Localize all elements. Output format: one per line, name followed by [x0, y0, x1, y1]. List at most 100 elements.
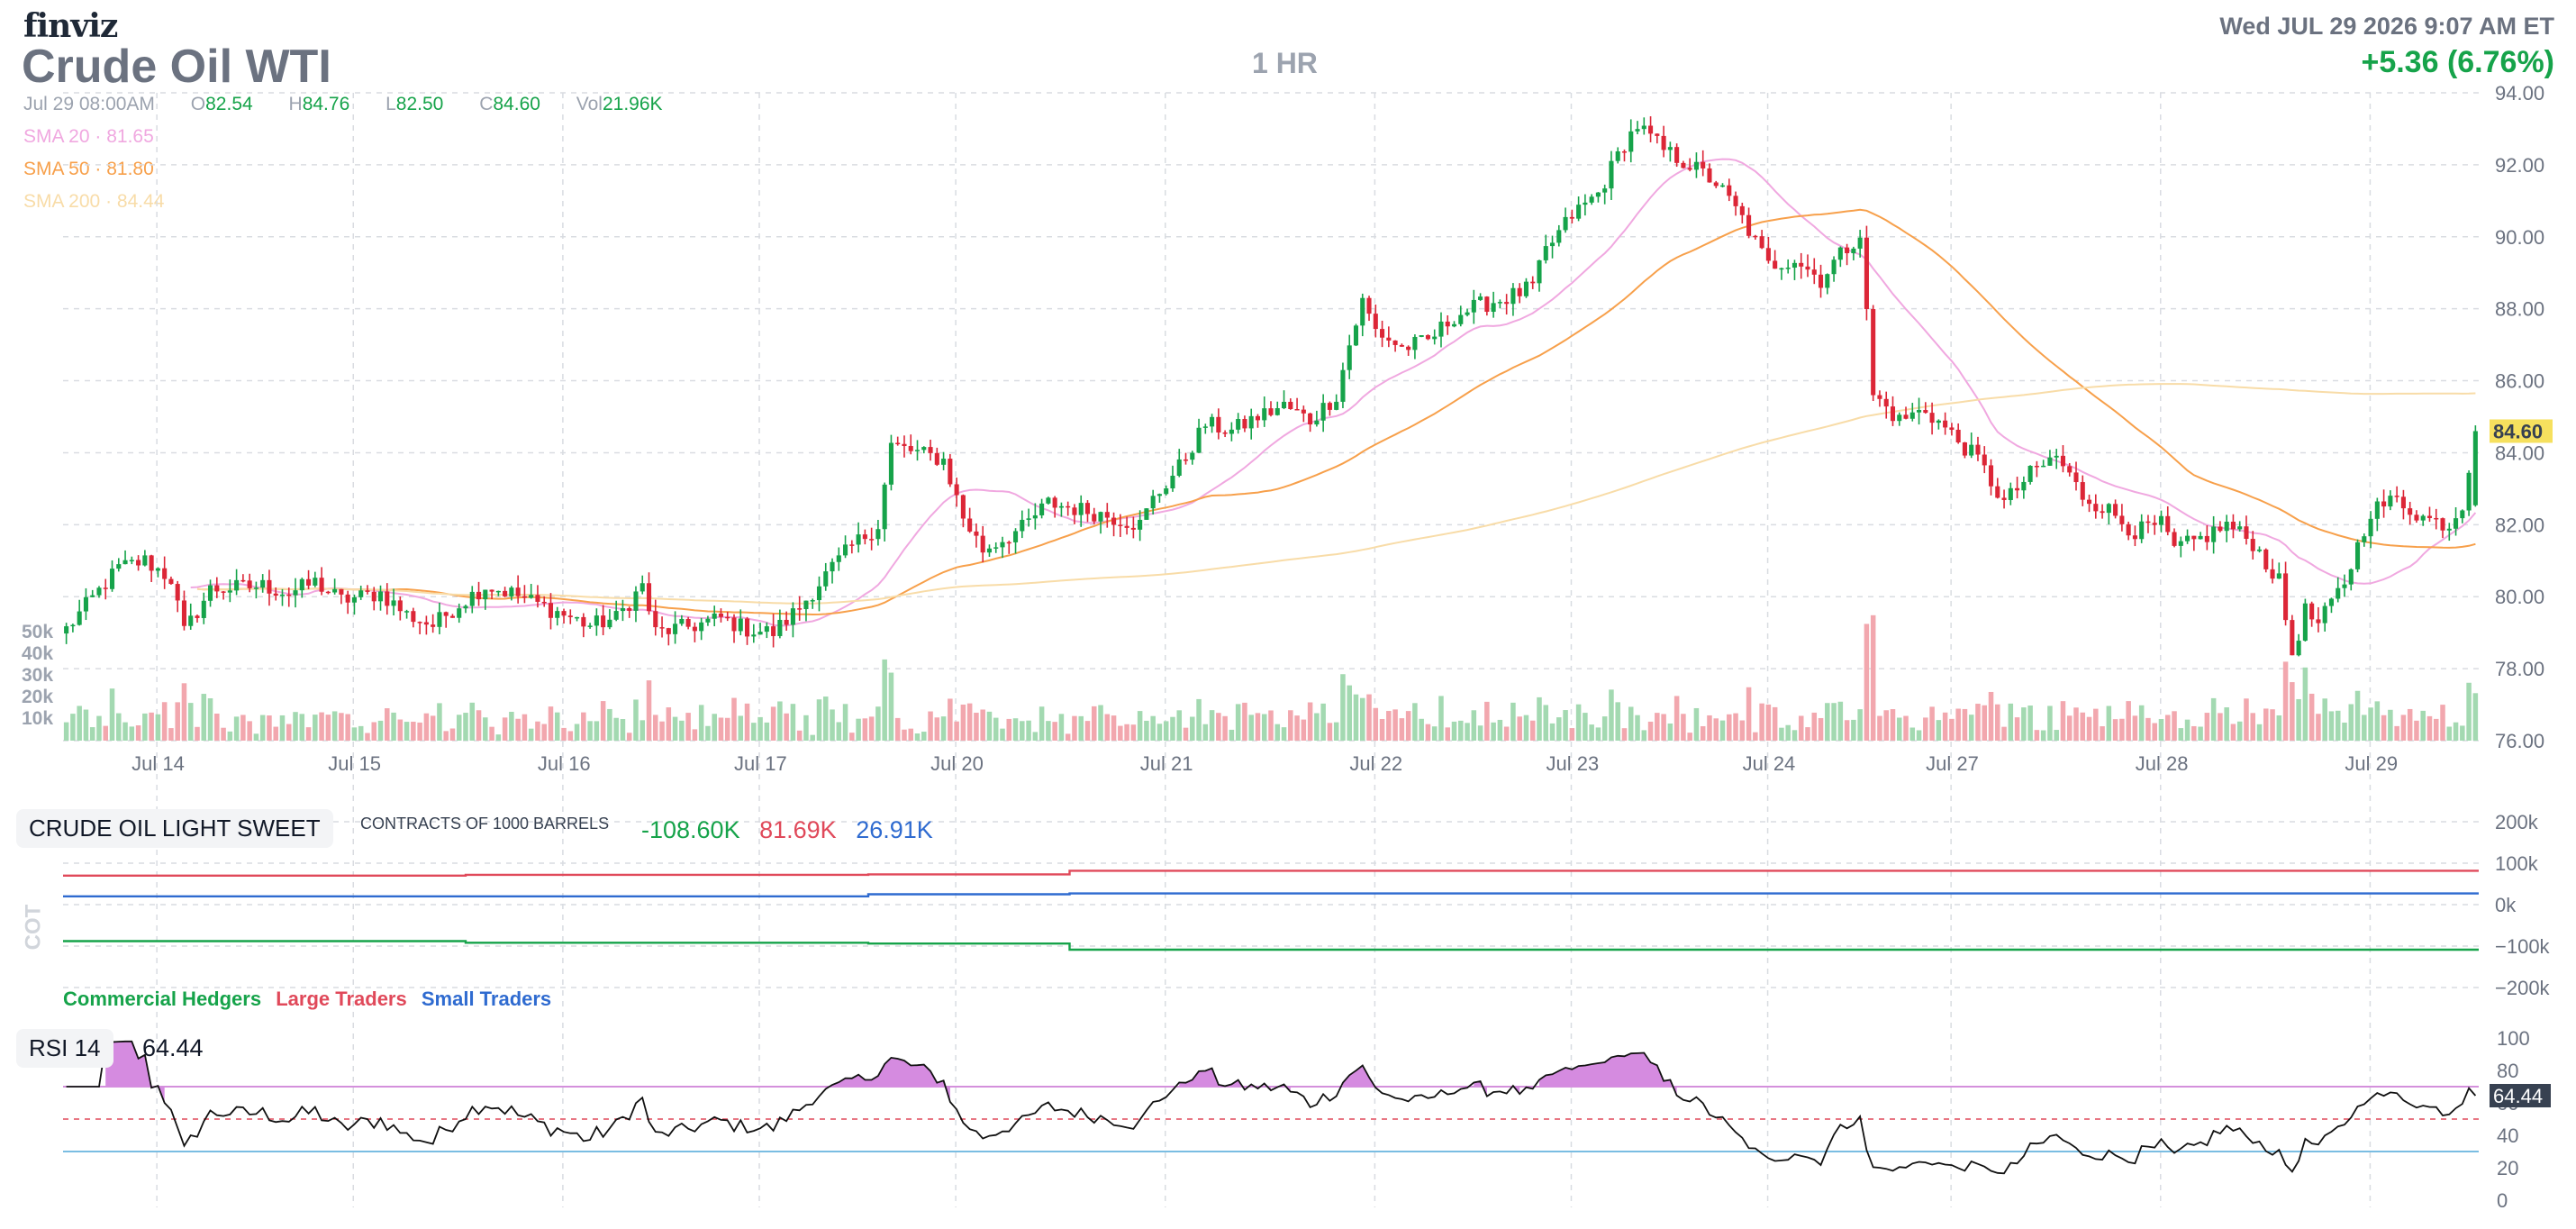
volume-bar [168, 728, 174, 741]
date-axis-label: Jul 28 [2136, 752, 2189, 775]
candle-body [699, 622, 704, 632]
candle-body [830, 561, 835, 572]
volume-bar [227, 731, 233, 741]
sma200-value: 84.44 [116, 191, 165, 212]
volume-bar [2112, 719, 2118, 741]
volume-bar [1759, 703, 1764, 741]
volume-bar [1719, 720, 1726, 741]
candle-body [2466, 472, 2472, 511]
candle-body [1130, 527, 1136, 530]
candle-body [790, 608, 795, 625]
candle-body [2021, 481, 2027, 491]
volume-bar [2440, 705, 2445, 741]
candle-body [1210, 416, 1215, 427]
volume-bar [1379, 718, 1385, 741]
volume-bar [1458, 720, 1464, 741]
volume-bar [2388, 709, 2393, 741]
date-axis-label: Jul 14 [132, 752, 185, 775]
volume-bar [476, 710, 482, 741]
candle-body [1837, 247, 1843, 260]
sma-line [196, 383, 2476, 605]
volume-bar [273, 726, 278, 741]
price-axis-label: 84.00 [2495, 442, 2544, 464]
volume-bar [515, 718, 521, 741]
volume-bar [1111, 715, 1117, 741]
finviz-logo[interactable]: finviz [23, 7, 118, 45]
candle-body [1975, 444, 1981, 455]
volume-bar [1903, 715, 1909, 741]
candle-body [299, 578, 304, 591]
candle-body [2374, 501, 2380, 519]
candle-body [2362, 536, 2367, 542]
cot-axis-label: −200k [2495, 977, 2551, 999]
candle-body [417, 622, 422, 624]
volume-bar [888, 672, 894, 741]
candle-body [908, 446, 913, 451]
volume-bar [685, 713, 691, 741]
sma20-legend[interactable]: SMA 20 · 81.65 [23, 126, 154, 147]
candle-body [541, 601, 547, 604]
volume-bar [2368, 707, 2373, 741]
candle-body [575, 616, 580, 619]
volume-bar [1825, 703, 1830, 741]
candle-body [1216, 416, 1221, 432]
volume-bar [1399, 718, 1405, 741]
volume-bar [1465, 723, 1470, 741]
volume-bar [1347, 685, 1352, 741]
volume-bar [2138, 705, 2145, 741]
candle-body [1262, 408, 1267, 421]
volume-bar [902, 729, 907, 741]
candle-body [1661, 135, 1666, 150]
volume-bar [1497, 719, 1503, 741]
candle-body [882, 484, 887, 530]
legend-commercial[interactable]: Commercial Hedgers [63, 988, 262, 1010]
candle-body [823, 571, 829, 587]
sma50-legend[interactable]: SMA 50 · 81.80 [23, 159, 154, 179]
volume-bar [548, 706, 554, 741]
volume-bar [757, 716, 763, 741]
volume-bar [1805, 727, 1810, 741]
candle-body [1320, 403, 1326, 421]
volume-bar [443, 731, 449, 741]
volume-bar [279, 715, 286, 741]
candle-body [1072, 507, 1077, 515]
volume-bar [2302, 667, 2308, 741]
volume-axis-label: 30k [22, 665, 54, 686]
candle-body [377, 591, 384, 602]
volume-bar [305, 727, 312, 741]
candle-body [2408, 508, 2413, 515]
legend-small[interactable]: Small Traders [421, 988, 552, 1010]
interval-selector[interactable]: 1 HR [1252, 47, 1318, 79]
candle-body [1078, 503, 1084, 515]
candle-body [928, 447, 933, 453]
candle-body [2414, 514, 2419, 521]
volume-bar [1962, 708, 1968, 741]
candle-body [1432, 336, 1438, 340]
volume-bar [2244, 698, 2249, 741]
legend-large[interactable]: Large Traders [276, 988, 407, 1010]
volume-bar [1673, 696, 1680, 741]
volume-bar [718, 717, 724, 741]
candle-body [2244, 526, 2249, 540]
volume-bar [149, 712, 154, 741]
candle-body [2302, 603, 2308, 642]
volume-bar [2172, 711, 2177, 741]
volume-bar [948, 698, 953, 741]
volume-bar [646, 680, 652, 741]
candle-body [1478, 296, 1483, 300]
candle-body [483, 589, 488, 600]
candle-body [1222, 432, 1228, 434]
volume-bar [1320, 703, 1326, 741]
volume-axis-label: 50k [22, 622, 54, 642]
volume-bar [1739, 720, 1746, 741]
volume-bar [2446, 726, 2453, 741]
volume-bar [1012, 718, 1019, 741]
sma200-legend[interactable]: SMA 200 · 84.44 [23, 191, 165, 212]
candle-body [777, 619, 783, 636]
cot-line [63, 869, 2479, 877]
volume-bar [2250, 713, 2256, 741]
candle-body [2152, 523, 2157, 525]
volume-bar [483, 717, 488, 741]
volume-bar [1575, 704, 1582, 741]
